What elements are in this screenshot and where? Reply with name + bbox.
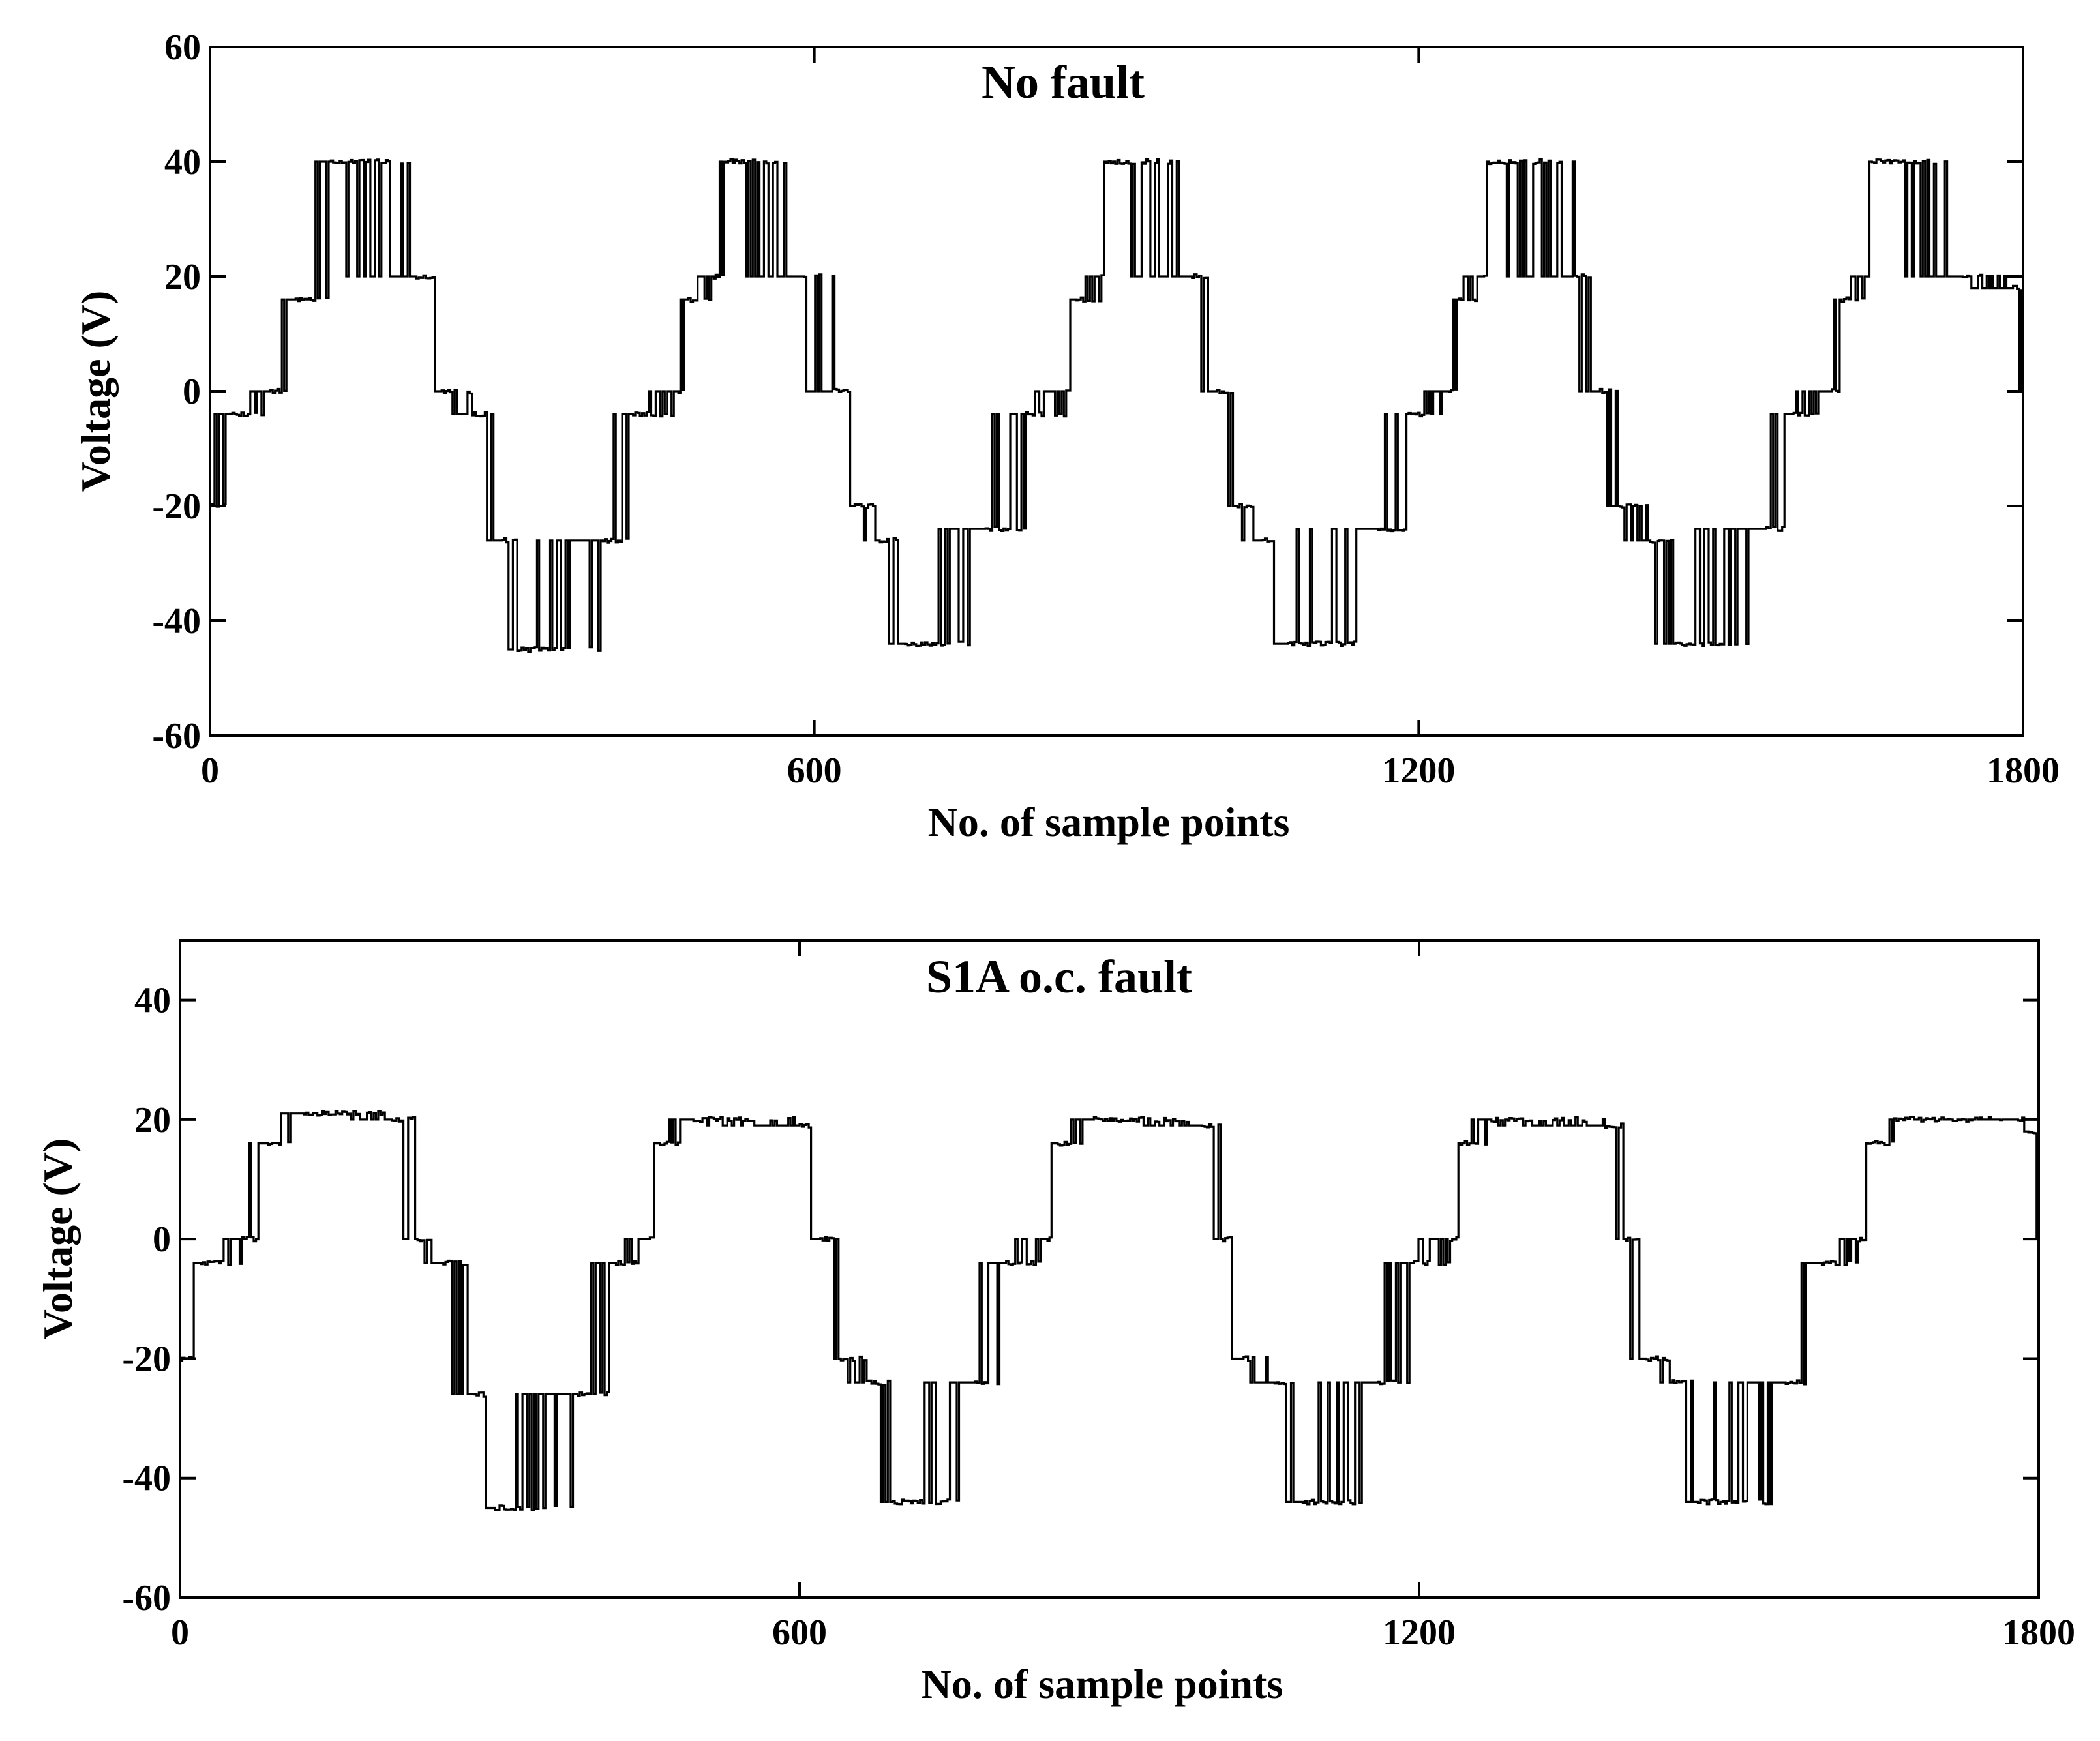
y-ticks: -60 -40 -20 0 20 40 bbox=[122, 981, 2039, 1618]
y-tick-label: 60 bbox=[164, 27, 201, 68]
y-tick-label: -60 bbox=[122, 1578, 171, 1618]
plot-frame bbox=[179, 939, 2040, 1599]
y-ticks: -60 -40 -20 0 20 40 60 bbox=[152, 27, 2023, 756]
x-tick-label: 1200 bbox=[1382, 751, 1455, 791]
y-tick-label: 40 bbox=[134, 981, 171, 1021]
voltage-series-line bbox=[210, 158, 2024, 653]
x-ticks: 0 600 1200 1800 bbox=[201, 47, 2060, 791]
y-tick-label: 0 bbox=[183, 372, 201, 412]
chart-no-fault: -60 -40 -20 0 20 40 60 0 600 1200 1800 No fault N… bbox=[72, 27, 2060, 845]
x-tick-label: 600 bbox=[787, 751, 842, 791]
x-tick-label: 600 bbox=[772, 1613, 827, 1653]
x-tick-label: 1200 bbox=[1383, 1613, 1456, 1653]
y-tick-label: -20 bbox=[152, 486, 201, 527]
y-axis-label: Voltage (V) bbox=[35, 1138, 81, 1340]
x-ticks: 0 600 1200 1800 bbox=[171, 940, 2075, 1653]
y-tick-label: -40 bbox=[122, 1459, 171, 1499]
x-tick-label: 1800 bbox=[1987, 751, 2060, 791]
chart-title: S1A o.c. fault bbox=[926, 951, 1192, 1003]
y-tick-label: -40 bbox=[152, 601, 201, 642]
plot-frame bbox=[209, 46, 2024, 737]
y-tick-label: 0 bbox=[153, 1219, 171, 1260]
y-tick-label: 20 bbox=[134, 1100, 171, 1140]
y-axis-label: Voltage (V) bbox=[72, 291, 119, 492]
y-tick-label: 40 bbox=[164, 142, 201, 183]
x-axis-label: No. of sample points bbox=[922, 1661, 1283, 1707]
chart-s1a-oc-fault: -60 -40 -20 0 20 40 0 600 1200 1800 S1A o.c. fau… bbox=[35, 939, 2075, 1707]
chart-title: No fault bbox=[982, 56, 1145, 108]
voltage-series-line bbox=[180, 1110, 2039, 1511]
y-tick-label: -60 bbox=[152, 716, 201, 756]
y-tick-label: 20 bbox=[164, 257, 201, 297]
x-tick-label: 0 bbox=[171, 1613, 189, 1653]
y-tick-label: -20 bbox=[122, 1339, 171, 1379]
x-axis-label: No. of sample points bbox=[928, 799, 1290, 845]
x-tick-label: 1800 bbox=[2002, 1613, 2075, 1653]
x-tick-label: 0 bbox=[201, 751, 219, 791]
